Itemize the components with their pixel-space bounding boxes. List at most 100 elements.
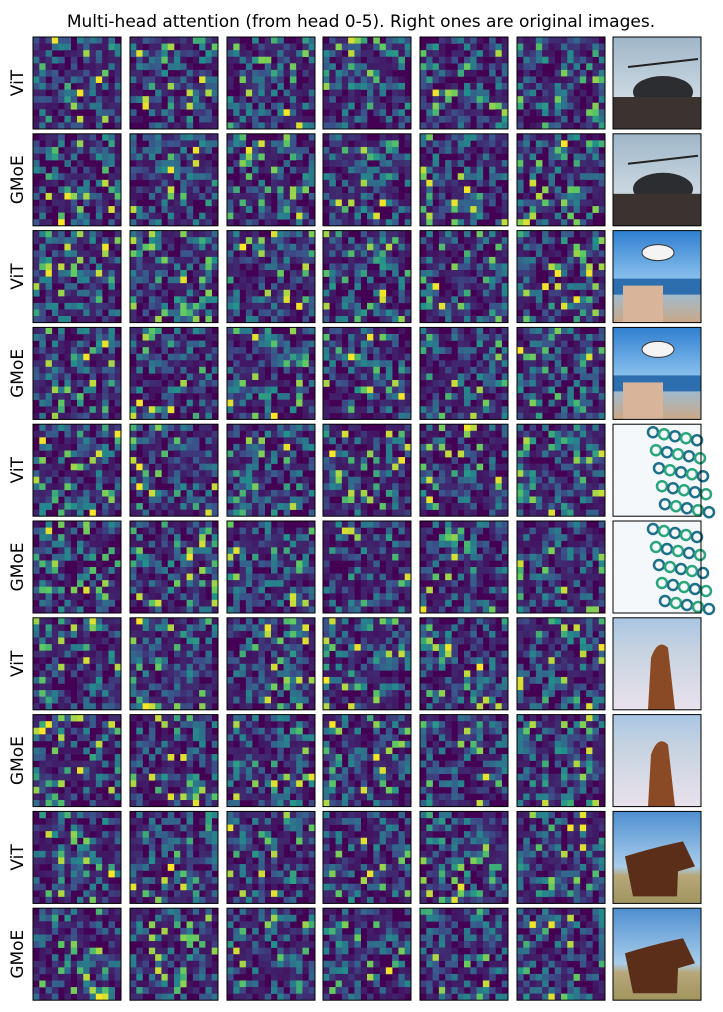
map-cell [573,347,581,354]
map-cell [277,146,284,154]
map-cell [245,276,253,284]
map-cell [70,424,78,432]
map-cell [205,503,213,510]
map-cell [277,283,284,291]
map-cell [420,366,427,374]
map-cell [70,302,78,310]
map-cell [186,457,194,464]
map-cell [529,450,537,458]
map-cell [161,296,169,304]
map-cell [264,160,272,167]
map-cell [598,140,606,148]
map-cell [501,366,509,374]
attention-map [129,326,219,420]
map-cell [102,509,109,517]
map-cell [167,379,175,387]
map-cell [438,186,446,194]
map-cell [239,192,247,200]
map-cell [174,373,181,381]
map-cell [341,450,349,458]
map-cell [58,443,65,451]
map-cell [323,173,330,181]
map-cell [58,76,65,84]
map-cell [586,470,593,478]
map-cell [438,483,446,491]
map-cell [385,140,393,148]
map-cell [296,153,303,161]
map-cell [95,63,103,71]
map-cell [136,503,143,510]
map-cell [573,276,581,284]
map-cell [535,160,543,167]
map-cell [476,122,484,130]
map-cell [529,83,537,90]
map-cell [167,115,175,123]
map-cell [70,89,78,97]
map-cell [186,327,194,335]
map-cell [302,476,310,484]
map-cell [489,192,496,200]
map-cell [495,406,503,414]
map-cell [586,243,593,251]
map-cell [476,179,484,187]
map-cell [245,496,253,504]
map-cell [579,289,587,297]
map-cell [501,296,509,304]
map-cell [392,43,399,51]
map-cell [476,366,484,374]
map-cell [64,186,72,194]
map-cell [89,470,97,478]
map-cell [554,115,562,123]
map-cell [329,219,336,227]
map-cell [239,56,247,64]
map-cell [567,212,574,220]
map-cell [398,437,406,445]
map-cell [108,534,116,542]
map-cell [174,206,181,213]
map-cell [470,63,477,71]
map-cell [482,146,490,154]
map-cell [495,496,503,504]
map-cell [192,230,200,238]
map-cell [277,393,284,400]
map-cell [420,83,427,90]
map-cell [186,256,194,264]
map-cell [523,153,530,161]
map-cell [155,37,162,44]
map-cell [554,327,562,335]
map-cell [233,483,240,491]
map-cell [542,83,549,90]
map-cell [102,366,109,374]
map-cell [592,353,600,361]
map-cell [174,83,181,90]
map-cell [199,340,206,348]
map-cell [420,340,427,348]
map-cell [70,146,78,154]
map-cell [264,146,272,154]
map-cell [296,166,303,174]
map-cell [186,192,194,200]
map-cell [586,186,593,194]
map-cell [130,503,137,510]
map-cell [398,76,406,84]
map-cell [464,140,471,148]
map-cell [130,340,137,348]
map-cell [592,250,600,258]
map-cell [523,327,530,335]
map-cell [142,437,150,445]
map-cell [489,366,496,374]
map-cell [529,509,537,517]
map-cell [432,160,440,167]
map-cell [89,89,97,97]
map-cell [360,76,368,84]
map-cell [457,43,465,51]
map-cell [489,289,496,297]
map-cell [296,89,303,97]
map-cell [592,463,600,471]
map-cell [470,316,477,323]
map-cell [323,430,330,438]
map-cell [302,373,310,381]
map-cell [77,219,84,227]
map-cell [130,347,137,354]
map-cell [258,373,266,381]
